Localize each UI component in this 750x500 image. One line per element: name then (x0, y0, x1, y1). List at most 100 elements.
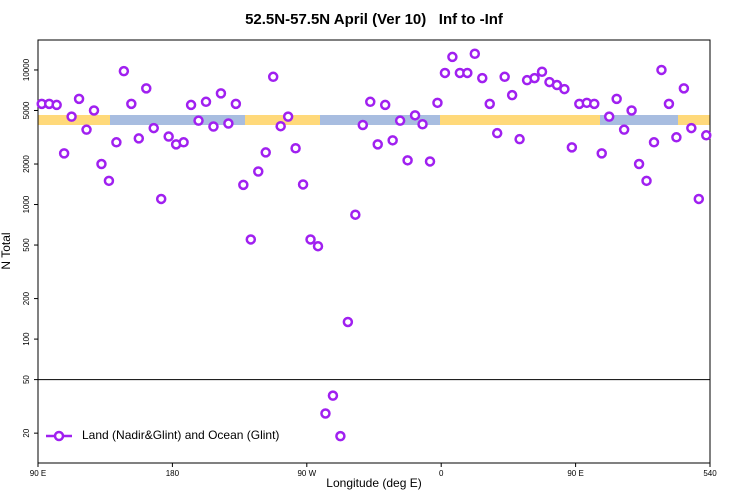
chart-title: 52.5N-57.5N April (Ver 10) Inf to -Inf (245, 11, 504, 28)
data-point (297, 179, 309, 190)
y-tick-label: 5000 (22, 101, 31, 119)
data-point (693, 193, 705, 205)
data-point (596, 148, 607, 159)
data-point (223, 118, 234, 129)
data-point (603, 111, 615, 122)
data-point (58, 148, 70, 159)
land-segment (440, 115, 600, 125)
data-point (506, 89, 518, 101)
data-point (477, 72, 488, 84)
data-point (469, 48, 481, 59)
data-point (357, 119, 369, 131)
data-point (387, 135, 398, 146)
data-point (491, 127, 503, 139)
x-tick-label: 90 W (297, 469, 316, 478)
data-point (663, 98, 675, 110)
data-point (424, 156, 436, 167)
data-point (73, 93, 85, 105)
ocean-segment (110, 115, 245, 125)
data-point (66, 111, 77, 122)
data-point (245, 234, 257, 245)
data-point (648, 137, 660, 148)
x-tick-label: 0 (439, 469, 444, 478)
data-point (402, 155, 413, 166)
data-point (126, 98, 137, 110)
data-point (275, 120, 286, 132)
data-point (81, 124, 92, 135)
y-axis-label: N Total (0, 232, 13, 269)
data-point (566, 142, 578, 153)
data-point (238, 179, 249, 191)
x-tick-label: 90 E (567, 469, 583, 478)
data-point (462, 67, 473, 79)
data-point (88, 105, 100, 116)
data-point (611, 93, 622, 105)
data-point (148, 122, 159, 134)
data-point (312, 240, 324, 252)
data-point (551, 79, 563, 91)
data-point (282, 111, 294, 122)
x-tick-label: 90 E (30, 469, 46, 478)
data-point (327, 390, 339, 401)
x-axis-label: Longitude (deg E) (326, 476, 421, 490)
data-point (290, 142, 301, 154)
data-point (111, 137, 122, 148)
y-tick-label: 500 (22, 238, 31, 252)
data-point (409, 110, 421, 121)
data-point (365, 96, 376, 108)
y-tick-label: 200 (22, 291, 31, 305)
data-point (342, 316, 354, 328)
data-point (155, 193, 167, 205)
data-point (559, 83, 570, 95)
data-point (529, 72, 540, 84)
data-point (626, 105, 637, 116)
data-point (141, 83, 152, 94)
data-point (267, 71, 279, 83)
data-point (536, 66, 548, 77)
data-point (641, 175, 652, 187)
data-point (514, 133, 525, 145)
data-point (447, 51, 458, 63)
data-point (484, 98, 495, 110)
data-point (678, 83, 690, 94)
data-point (372, 139, 383, 150)
data-point (417, 119, 428, 130)
y-tick-label: 20 (22, 428, 31, 437)
data-point (589, 98, 600, 110)
data-point (200, 96, 212, 108)
data-point (178, 137, 189, 148)
data-point (133, 133, 145, 144)
data-point (193, 115, 204, 126)
data-point (185, 99, 197, 111)
data-point (379, 99, 391, 111)
data-point (305, 234, 316, 245)
data-point (701, 130, 712, 141)
ocean-segment (320, 115, 440, 125)
data-point (163, 131, 174, 142)
data-point (208, 121, 219, 132)
plot-frame (37, 39, 711, 464)
data-point (320, 408, 331, 419)
y-tick-label: 1000 (22, 195, 31, 213)
data-point (432, 97, 443, 109)
data-point (215, 88, 227, 99)
data-point (253, 166, 264, 177)
data-point (118, 65, 130, 77)
data-point (103, 175, 115, 187)
ocean-segment (600, 115, 678, 125)
y-tick-label: 100 (22, 332, 31, 346)
x-tick-label: 540 (703, 469, 717, 478)
data-point (96, 158, 107, 170)
data-point (656, 64, 667, 76)
data-point (335, 430, 346, 442)
data-point (618, 124, 630, 135)
data-point (633, 158, 645, 170)
data-point (230, 98, 242, 110)
legend-marker (53, 430, 65, 442)
y-tick-label: 50 (22, 375, 31, 384)
data-point (51, 99, 62, 111)
data-point (260, 147, 271, 158)
data-point (439, 67, 451, 79)
